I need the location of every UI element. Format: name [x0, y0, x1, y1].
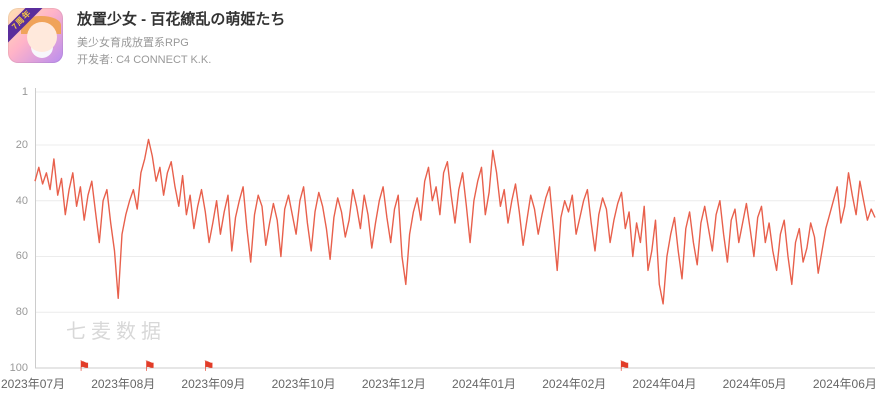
y-tick-label: 100	[9, 362, 28, 374]
app-subtitle: 美少女育成放置系RPG	[77, 37, 189, 49]
x-tick-label: 2024年02月	[542, 377, 607, 391]
chart-canvas[interactable]	[35, 92, 875, 368]
y-tick-label: 40	[15, 194, 28, 207]
event-flag-icon[interactable]: ⚑	[143, 358, 156, 374]
x-tick-label: 2024年01月	[452, 377, 517, 391]
app-icon: 7周年	[8, 8, 63, 63]
x-tick-label: 2023年08月	[91, 377, 156, 391]
x-tick-label: 2023年10月	[271, 377, 336, 391]
x-tick-label: 2024年06月	[812, 377, 877, 391]
y-tick-label: 60	[15, 250, 28, 263]
x-tick-label: 2024年04月	[632, 377, 697, 391]
x-tick-label: 2023年07月	[1, 377, 66, 391]
event-flag-icon[interactable]: ⚑	[77, 358, 91, 374]
event-flag-icon[interactable]: ⚑	[202, 358, 215, 374]
x-axis-labels: 2023年07月 2023年08月 2023年09月 2023年10月 2023年12月…	[0, 375, 878, 392]
x-tick-label: 2024年05月	[722, 377, 787, 391]
y-tick-label: 20	[15, 138, 28, 151]
app-title: 放置少女 - 百花繚乱の萌姫たち	[77, 11, 286, 28]
rank-line-series[interactable]	[35, 139, 875, 304]
x-tick-label: 2023年09月	[181, 377, 246, 391]
y-tick-label: 80	[15, 306, 28, 319]
app-header: 7周年 放置少女 - 百花繚乱の萌姫たち 美少女育成放置系RPG 开发者: C4…	[8, 8, 285, 67]
x-tick-label: 2023年12月	[361, 377, 426, 391]
app-developer: 开发者: C4 CONNECT K.K.	[77, 54, 212, 66]
app-icon-art	[27, 22, 57, 52]
app-meta: 放置少女 - 百花繚乱の萌姫たち 美少女育成放置系RPG 开发者: C4 CON…	[77, 8, 285, 67]
event-flag-icon[interactable]: ⚑	[618, 358, 631, 374]
y-tick-label: 1	[21, 86, 28, 98]
